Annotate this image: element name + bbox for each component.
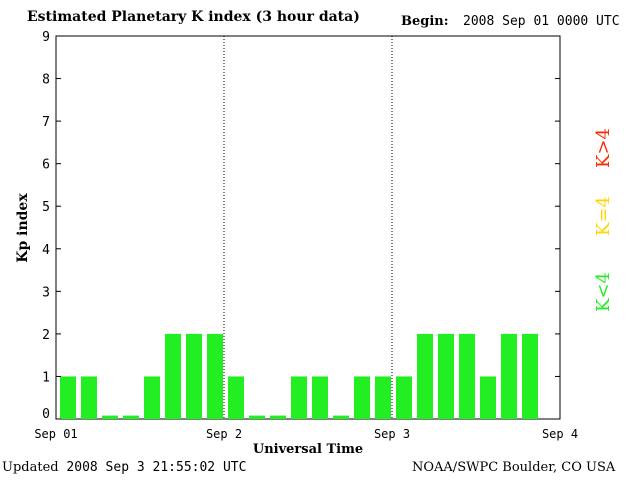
kp-bar [438,333,454,419]
kp-bar [60,376,76,419]
y-tick-label: 8 [42,73,50,88]
y-tick-label: 5 [42,200,50,215]
kp-bar [81,376,97,419]
x-tick-label: Sep 4 [542,427,578,441]
x-tick-label: Sep 2 [206,427,242,441]
kp-bar [144,376,160,419]
kp-bar [333,415,349,419]
y-tick-label: 1 [42,370,50,385]
y-tick-label: 6 [42,158,50,173]
kp-bar [291,376,307,419]
plot-frame [55,35,561,420]
kp-bar [375,376,391,419]
x-axis-label: Universal Time [253,442,363,457]
kp-bar [228,376,244,419]
credit-text: NOAA/SWPC Boulder, CO USA [412,460,616,475]
kp-bar [186,333,202,419]
kp-bar [459,333,475,419]
kp-bar [312,376,328,419]
y-tick-label: 3 [42,285,50,300]
updated-timestamp: Updated 2008 Sep 3 21:55:02 UTC [2,460,246,475]
updated-value: 2008 Sep 3 21:55:02 UTC [66,460,247,475]
kp-bar [480,376,496,419]
y-axis-label: Kp index [15,193,31,263]
kp-bar [249,415,265,419]
kp-bar [270,415,286,419]
y-tick-label: 9 [42,30,50,45]
chart-title: Estimated Planetary K index (3 hour data… [27,9,360,25]
begin-label: Begin: [401,14,449,29]
x-tick-label: Sep 3 [374,427,410,441]
legend-item: K=4 [593,196,614,236]
y-tick-label: 4 [42,243,50,258]
kp-bar [522,333,538,419]
begin-value: 2008 Sep 01 0000 UTC [463,14,620,29]
y-tick-label: 7 [42,115,50,130]
updated-label: Updated [2,460,59,475]
kp-bar [207,333,223,419]
kp-bar [417,333,433,419]
kp-bar [396,376,412,419]
kp-bar [102,415,118,419]
kp-bar [165,333,181,419]
kp-bar [501,333,517,419]
y-tick-label: 2 [42,328,50,343]
kp-bar [354,376,370,419]
x-tick-label: Sep 01 [34,427,77,441]
kp-bar [123,415,139,419]
y-tick-label: 0 [42,407,50,422]
legend-item: K>4 [593,128,614,168]
legend-item: K<4 [593,272,614,312]
